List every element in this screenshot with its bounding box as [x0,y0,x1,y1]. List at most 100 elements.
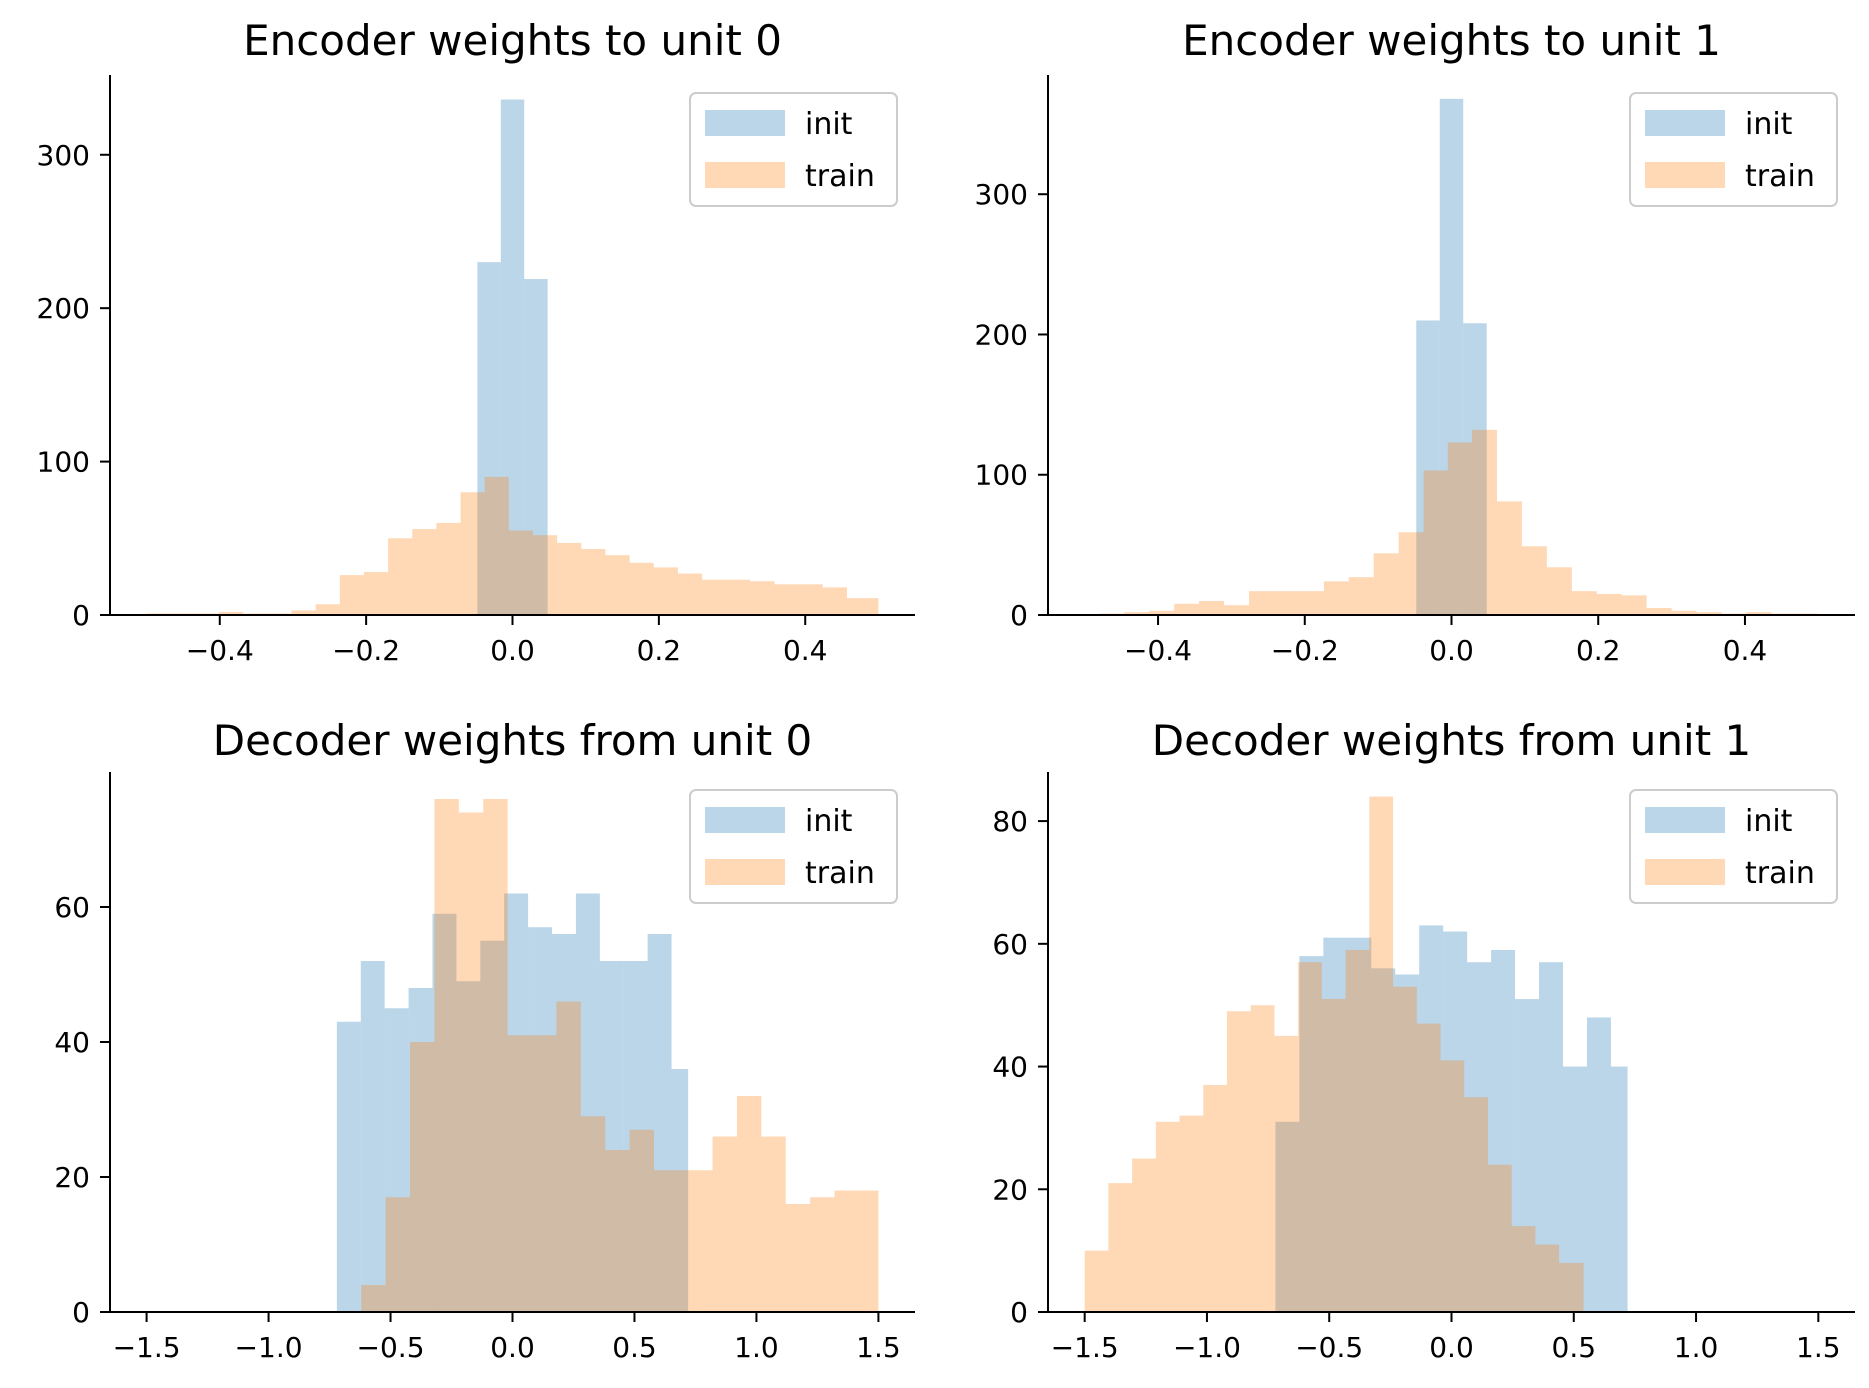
bar-init [1539,962,1564,1312]
bar-init [1586,1017,1611,1312]
legend-swatch-init [1645,807,1725,833]
bar-init [1416,320,1440,615]
bar-train [1393,986,1417,1312]
bar-train [1423,470,1448,615]
legend-swatch-train [1645,162,1725,188]
bar-train [1249,591,1274,615]
bar-train [1546,567,1572,615]
bar-train [532,535,558,615]
bar-train [1696,612,1722,615]
bar-train [1535,1244,1560,1312]
bar-train [1464,1097,1488,1312]
bar-init [408,988,433,1312]
bar-train [557,542,582,615]
legend-label-init: init [1745,804,1793,839]
x-tick-label: −1.0 [1173,1331,1241,1364]
y-tick-label: 40 [54,1026,90,1059]
chart-title: Decoder weights from unit 0 [213,716,812,765]
legend: init train [1629,92,1838,207]
bar-train [810,1197,835,1312]
bar-train [1369,796,1394,1312]
bar-train [785,1204,811,1312]
bar-train [750,581,775,615]
bar-train [363,572,389,615]
bar-init [1515,999,1540,1312]
bar-train [1274,1035,1299,1312]
bar-train [219,611,244,615]
bar-init [480,940,505,1312]
legend-swatch-train [705,162,785,188]
bar-train [1496,501,1522,615]
bar-train [1321,999,1346,1312]
bar-train [1199,600,1225,615]
bar-train [761,1136,786,1312]
x-tick-label: 1.5 [1796,1331,1841,1364]
bar-init [432,913,457,1312]
bar-train [1671,610,1697,615]
bar-init [671,1069,689,1312]
bar-train [1298,591,1324,615]
legend-box [1629,789,1838,904]
bar-init [575,893,600,1312]
x-tick-label: 1.0 [1674,1331,1719,1364]
panel-decoder-unit-1: Decoder weights from unit 1 −1.5 −1.0 −0.5… [992,716,1855,1364]
y-tick-label: 0 [72,1296,90,1329]
bar-init [1467,962,1492,1312]
bar-train [653,567,678,615]
bar-train [410,1042,435,1312]
y-tick-label: 0 [1010,1296,1028,1329]
bar-train [1621,595,1647,615]
bar-train [605,555,630,615]
bar-train [1373,553,1399,615]
bar-train [1521,546,1547,615]
bar-train [1203,1084,1228,1312]
bar-train [1596,593,1622,615]
x-tick-label: −1.0 [235,1331,303,1364]
bar-init [1491,949,1516,1312]
y-tick-label: 20 [54,1161,90,1194]
bar-train [1323,581,1349,615]
x-tick-label: −0.2 [1271,634,1339,667]
legend-swatch-init [705,110,785,136]
legend-swatch-train [1645,859,1725,885]
bar-train [388,538,413,615]
bar-train [412,529,437,615]
bar-train [434,799,459,1312]
bar-train [712,1136,737,1312]
bar-train [1416,1023,1441,1312]
bar-init [1323,937,1348,1312]
bar-train [483,799,508,1312]
y-tick-label: 40 [992,1051,1028,1084]
bar-train [1472,429,1497,615]
bar-train [532,1035,557,1312]
y-tick-label: 20 [992,1173,1028,1206]
bar-train [1155,1121,1180,1312]
bar-train [1487,1164,1512,1312]
legend-label-train: train [805,856,875,891]
x-tick-label: 0.5 [612,1331,657,1364]
bar-init [623,961,648,1312]
bar-train [1132,1158,1156,1312]
bar-train [822,587,847,615]
legend-label-init: init [1745,107,1793,142]
legend-swatch-train [705,859,785,885]
bar-train [629,1129,654,1312]
legend-label-train: train [1745,159,1815,194]
bar-train [1571,591,1597,615]
x-tick-label: 1.0 [734,1331,779,1364]
bar-train [1174,603,1200,615]
y-tick-label: 0 [72,599,90,632]
bar-train [736,1096,762,1312]
bar-train [315,604,340,615]
bar-train [774,584,799,615]
y-tick-label: 80 [992,805,1028,838]
bar-init [456,981,481,1312]
bar-train [458,812,484,1312]
bar-train [291,610,316,615]
bar-train [556,1001,581,1312]
x-tick-label: −0.5 [357,1331,425,1364]
bar-train [460,492,485,615]
bar-train [798,584,823,615]
legend-label-train: train [805,159,875,194]
